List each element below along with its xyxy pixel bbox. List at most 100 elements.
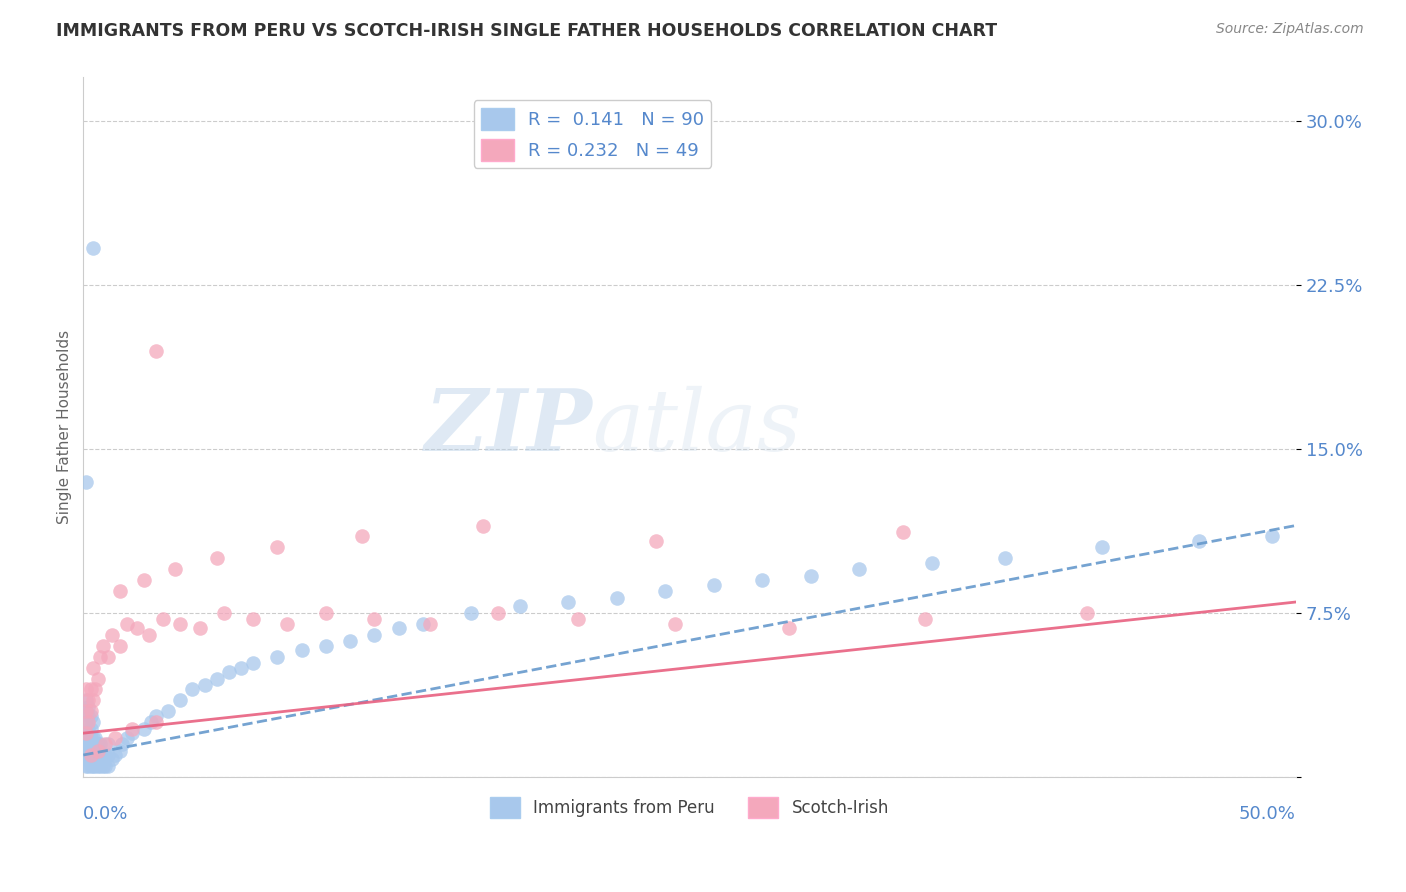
- Point: [276, 616, 298, 631]
- Point: [84, 744, 107, 758]
- Point: [79, 704, 101, 718]
- Legend: Immigrants from Peru, Scotch-Irish: Immigrants from Peru, Scotch-Irish: [484, 791, 896, 824]
- Text: 50.0%: 50.0%: [1239, 805, 1296, 822]
- Point: [339, 634, 361, 648]
- Point: [121, 722, 143, 736]
- Point: [87, 737, 110, 751]
- Text: atlas: atlas: [592, 386, 801, 468]
- Point: [169, 616, 191, 631]
- Point: [108, 584, 131, 599]
- Point: [138, 628, 160, 642]
- Point: [94, 747, 117, 762]
- Point: [101, 628, 124, 642]
- Point: [891, 524, 914, 539]
- Point: [79, 708, 101, 723]
- Point: [91, 747, 114, 762]
- Point: [914, 613, 936, 627]
- Point: [363, 628, 385, 642]
- Point: [96, 759, 118, 773]
- Point: [87, 672, 110, 686]
- Point: [87, 747, 110, 762]
- Point: [89, 649, 111, 664]
- Point: [188, 621, 211, 635]
- Text: ZIP: ZIP: [425, 385, 592, 469]
- Point: [75, 737, 97, 751]
- Point: [606, 591, 628, 605]
- Point: [132, 722, 155, 736]
- Point: [75, 759, 97, 773]
- Point: [89, 759, 111, 773]
- Point: [193, 678, 215, 692]
- Point: [77, 731, 100, 745]
- Point: [89, 737, 111, 751]
- Point: [91, 759, 114, 773]
- Point: [75, 747, 97, 762]
- Point: [165, 562, 187, 576]
- Point: [89, 747, 111, 762]
- Point: [1260, 529, 1282, 543]
- Point: [94, 759, 117, 773]
- Point: [91, 639, 114, 653]
- Point: [460, 606, 482, 620]
- Point: [266, 541, 288, 555]
- Text: IMMIGRANTS FROM PERU VS SCOTCH-IRISH SINGLE FATHER HOUSEHOLDS CORRELATION CHART: IMMIGRANTS FROM PERU VS SCOTCH-IRISH SIN…: [56, 22, 997, 40]
- Point: [84, 759, 107, 773]
- Point: [77, 708, 100, 723]
- Text: 0.0%: 0.0%: [83, 805, 129, 822]
- Point: [79, 737, 101, 751]
- Point: [82, 715, 104, 730]
- Point: [141, 715, 163, 730]
- Point: [77, 744, 100, 758]
- Point: [79, 731, 101, 745]
- Point: [751, 573, 773, 587]
- Point: [125, 621, 148, 635]
- Point: [1091, 541, 1114, 555]
- Point: [75, 693, 97, 707]
- Point: [77, 722, 100, 736]
- Point: [145, 708, 167, 723]
- Point: [419, 616, 441, 631]
- Point: [82, 744, 104, 758]
- Point: [132, 573, 155, 587]
- Point: [75, 704, 97, 718]
- Point: [115, 616, 138, 631]
- Point: [108, 639, 131, 653]
- Point: [84, 752, 107, 766]
- Point: [315, 606, 337, 620]
- Point: [79, 747, 101, 762]
- Point: [77, 737, 100, 751]
- Point: [96, 737, 118, 751]
- Point: [75, 726, 97, 740]
- Point: [104, 747, 127, 762]
- Point: [157, 704, 180, 718]
- Point: [472, 518, 495, 533]
- Point: [115, 731, 138, 745]
- Point: [800, 568, 823, 582]
- Point: [82, 660, 104, 674]
- Point: [703, 577, 725, 591]
- Point: [644, 533, 666, 548]
- Point: [75, 731, 97, 745]
- Point: [664, 616, 686, 631]
- Point: [121, 726, 143, 740]
- Point: [96, 747, 118, 762]
- Point: [79, 759, 101, 773]
- Point: [181, 682, 204, 697]
- Point: [229, 660, 252, 674]
- Point: [82, 731, 104, 745]
- Point: [82, 241, 104, 255]
- Point: [242, 613, 264, 627]
- Point: [82, 752, 104, 766]
- Point: [75, 752, 97, 766]
- Point: [921, 556, 943, 570]
- Point: [145, 715, 167, 730]
- Point: [486, 606, 509, 620]
- Point: [77, 715, 100, 730]
- Point: [82, 759, 104, 773]
- Point: [77, 759, 100, 773]
- Point: [1188, 533, 1211, 548]
- Point: [75, 704, 97, 718]
- Point: [1076, 606, 1098, 620]
- Point: [79, 722, 101, 736]
- Point: [654, 584, 676, 599]
